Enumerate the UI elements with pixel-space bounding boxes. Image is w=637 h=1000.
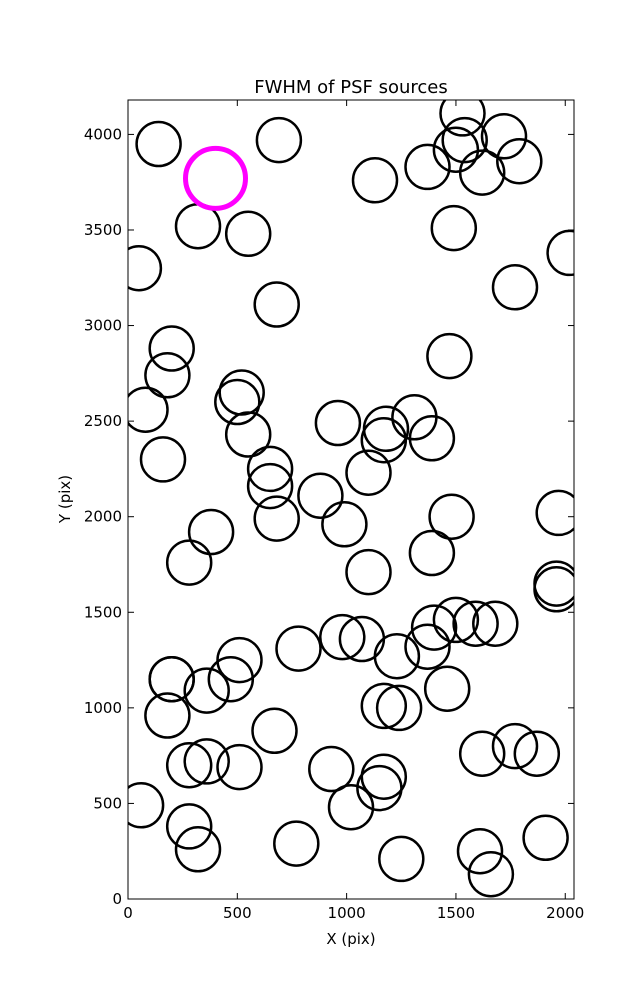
source-marker: [491, 264, 539, 311]
y-tick-label: 1000: [84, 699, 122, 717]
source-marker: [432, 596, 480, 644]
source-marker: [148, 655, 195, 703]
source-marker: [187, 508, 235, 556]
source-marker: [535, 489, 574, 537]
x-axis-label: X (pix): [326, 930, 375, 948]
x-tick-label: 500: [223, 904, 252, 922]
source-marker: [216, 636, 263, 684]
source-marker: [135, 120, 182, 168]
y-tick-label: 500: [93, 794, 122, 812]
source-marker: [546, 229, 574, 277]
source-marker: [408, 415, 456, 462]
y-axis-label: Y (pix): [56, 475, 74, 524]
x-tick-label: 1500: [437, 904, 475, 922]
source-marker: [496, 137, 543, 185]
source-marker: [255, 116, 303, 164]
source-marker: [458, 149, 506, 196]
source-marker: [144, 352, 191, 399]
x-tick-label: 2000: [546, 904, 584, 922]
source-marker: [356, 764, 403, 812]
source-marker: [327, 783, 375, 831]
y-tick-label: 2500: [84, 412, 122, 430]
y-tick-label: 1500: [84, 603, 122, 621]
source-marker: [360, 682, 408, 730]
source-marker: [467, 850, 515, 898]
source-marker: [404, 623, 451, 670]
source-marker: [452, 600, 499, 647]
source-marker: [426, 332, 473, 380]
y-tick-label: 2000: [84, 508, 122, 526]
x-tick-label: 1000: [328, 904, 366, 922]
y-tick-label: 3500: [84, 221, 122, 239]
source-marker: [253, 495, 300, 542]
source-marker: [314, 399, 362, 447]
source-marker: [423, 665, 471, 712]
source-marker: [430, 204, 478, 252]
markers-layer: [128, 100, 574, 898]
source-marker: [345, 449, 392, 496]
highlighted-source-marker: [183, 145, 248, 211]
chart-title: FWHM of PSF sources: [254, 77, 448, 98]
source-marker: [533, 566, 574, 613]
plot-frame: [127, 99, 575, 900]
source-marker: [373, 632, 421, 680]
source-marker: [408, 529, 456, 577]
source-marker: [128, 386, 169, 433]
source-marker: [207, 655, 255, 703]
source-marker: [319, 613, 366, 661]
source-marker: [224, 411, 272, 458]
source-marker: [144, 692, 191, 739]
source-marker: [183, 738, 230, 785]
source-marker: [297, 472, 344, 519]
source-marker: [308, 745, 355, 793]
y-tick-label: 4000: [84, 125, 122, 143]
source-marker: [513, 730, 561, 777]
source-marker: [432, 126, 480, 173]
y-tick-label: 3000: [84, 317, 122, 335]
source-marker: [439, 100, 486, 137]
source-marker: [362, 405, 410, 453]
source-marker: [183, 667, 230, 714]
source-marker: [251, 707, 298, 755]
source-marker: [410, 604, 458, 651]
source-marker: [246, 445, 294, 493]
source-marker: [139, 436, 187, 483]
source-marker: [216, 743, 263, 791]
source-marker: [174, 826, 222, 873]
source-marker: [148, 325, 195, 372]
source-marker: [351, 157, 399, 204]
source-marker: [491, 722, 539, 770]
source-marker: [375, 684, 423, 732]
source-marker: [253, 281, 300, 328]
source-marker: [275, 625, 322, 672]
source-marker: [128, 244, 163, 292]
x-tick-label: 0: [123, 904, 133, 922]
source-marker: [165, 803, 213, 850]
source-marker: [214, 378, 261, 426]
source-marker: [378, 835, 425, 883]
source-marker: [458, 730, 506, 777]
y-tick-label: 0: [112, 890, 122, 908]
source-marker: [428, 493, 475, 540]
source-marker: [273, 820, 320, 867]
source-marker: [480, 113, 528, 160]
axis-ticks-layer: 0 500 1000 1500 2000 0 500 1000 1500 2000 2500 3000…: [84, 100, 584, 922]
source-marker: [404, 143, 451, 191]
source-marker: [522, 814, 569, 862]
source-marker: [165, 539, 213, 586]
source-marker: [441, 116, 488, 164]
source-marker: [456, 827, 504, 875]
source-marker: [472, 600, 519, 647]
source-marker: [246, 462, 294, 510]
source-marker: [321, 501, 368, 548]
source-marker: [165, 741, 213, 789]
source-marker: [345, 548, 392, 596]
source-marker: [224, 210, 272, 258]
source-marker: [128, 782, 165, 829]
